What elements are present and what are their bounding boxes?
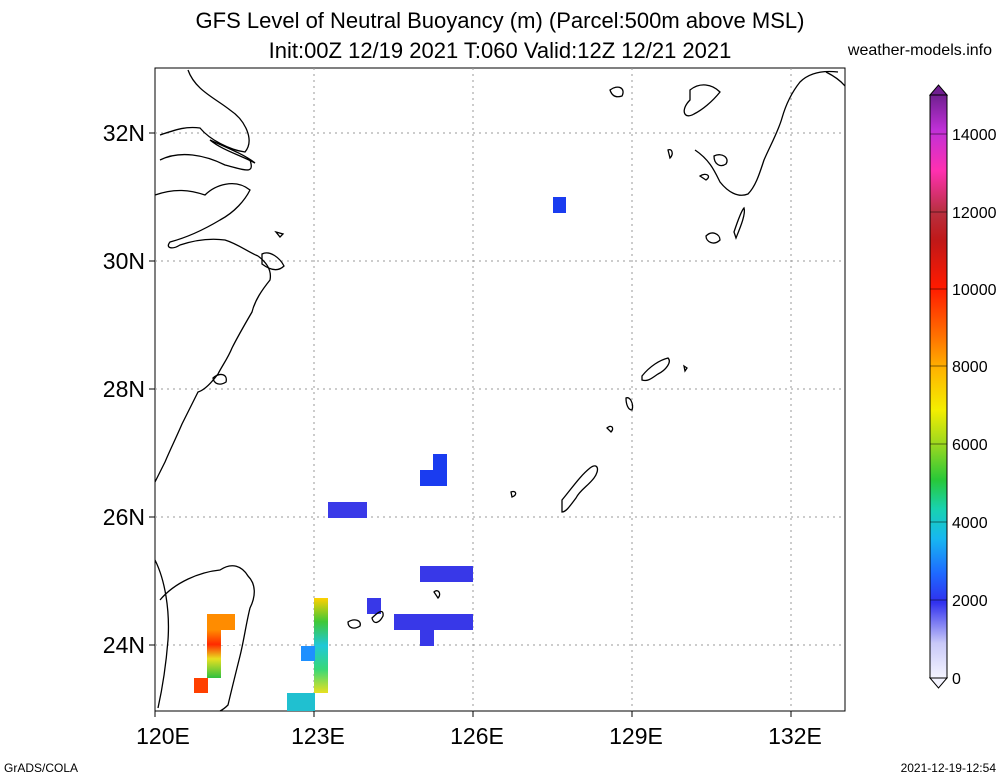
- y-tick-label: 24N: [103, 632, 145, 658]
- y-tick-label: 30N: [103, 248, 145, 274]
- tick-marks: [149, 132, 792, 717]
- footer-timestamp: 2021-12-19-12:54: [900, 761, 996, 775]
- y-tick-label: 28N: [103, 376, 145, 402]
- colorbar-label: 14000: [952, 127, 997, 144]
- colorbar-label: 6000: [952, 437, 988, 454]
- footer-credit: GrADS/COLA: [4, 761, 79, 775]
- x-tick-label: 132E: [768, 723, 822, 749]
- colorbar-label: 2000: [952, 593, 988, 610]
- map-title: GFS Level of Neutral Buoyancy (m) (Parce…: [195, 8, 805, 33]
- colorbar-label: 10000: [952, 282, 997, 299]
- x-tick-label: 126E: [450, 723, 504, 749]
- colorbar-label: 12000: [952, 205, 997, 222]
- y-tick-label: 26N: [103, 504, 145, 530]
- x-tick-label: 123E: [291, 723, 345, 749]
- y-tick-label: 32N: [103, 120, 145, 146]
- colorbar-label: 4000: [952, 515, 988, 532]
- buoyancy-shading: [194, 197, 566, 711]
- colorbar: [928, 84, 949, 689]
- x-tick-label: 120E: [136, 723, 190, 749]
- x-tick-label: 129E: [609, 723, 663, 749]
- colorbar-label: 8000: [952, 359, 988, 376]
- map-subtitle: Init:00Z 12/19 2021 T:060 Valid:12Z 12/2…: [268, 38, 732, 63]
- coastlines: [154, 69, 846, 712]
- colorbar-label: 0: [952, 671, 961, 688]
- site-label: weather-models.info: [847, 42, 992, 59]
